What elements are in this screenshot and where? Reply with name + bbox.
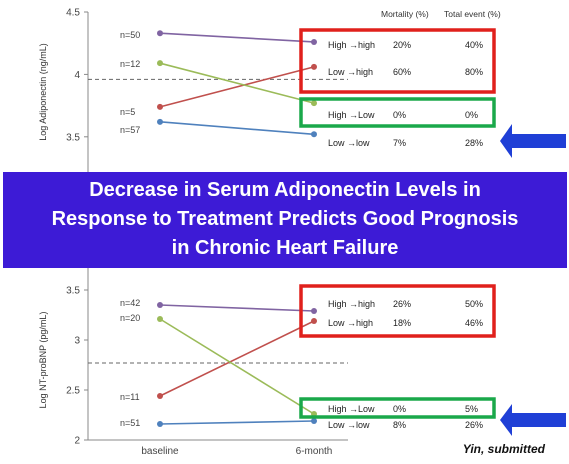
total-event-value: 80% [465,67,483,77]
n-label: n=51 [120,418,140,428]
data-point-baseline [157,118,163,125]
banner-line-3: in Chronic Heart Failure [171,237,399,259]
bottom-green-box [299,397,496,419]
n-label: n=42 [120,298,140,308]
x-tick-baseline: baseline [141,446,179,457]
bottom-red-box [299,284,496,338]
group-label: High →Low [328,110,375,120]
total-event-header: Total event (%) [444,9,501,19]
x-tick-6-month: 6-month [296,446,333,457]
top-y-ticks: 4.5 4 3.5 [66,8,88,143]
n-label: n=5 [120,107,135,117]
bottom-chart: Log NT-proBNP (pg/mL) 3.532.52 n=42n=20n… [38,268,566,457]
total-event-value: 26% [465,420,483,430]
group-label: High →high [328,40,375,50]
data-point-6-month [311,308,317,314]
data-point-baseline [157,393,163,399]
group-label: Low →high [328,67,373,77]
n-label: n=57 [120,125,140,135]
total-event-value: 28% [465,138,483,148]
data-point-6-month [311,100,317,107]
y-tick-label: 3 [74,336,80,347]
series-line [159,318,315,415]
y-tick-label: 2.5 [66,386,80,397]
data-point-6-month [311,318,317,324]
group-label: Low →low [328,420,370,430]
series-line [159,66,315,108]
total-event-value: 46% [465,318,483,328]
top-arrow-icon [500,124,566,158]
bottom-y-axis-label: Log NT-proBNP (pg/mL) [38,312,48,409]
data-point-6-month [311,131,317,138]
n-label: n=12 [120,59,140,69]
data-point-baseline [157,316,163,322]
top-chart: Log Adiponectin (ng/mL) 4.5 4 3.5 n=50 n=12… [38,8,566,172]
total-event-value: 50% [465,299,483,309]
banner-line-2: Response to Treatment Predicts Good Prog… [51,208,519,230]
n-label: n=11 [120,392,140,402]
title-banner: Decrease in Serum Adiponectin Levels in … [3,172,567,268]
bottom-n-labels: n=42 n=20 n=11 n=51 [120,298,140,428]
mortality-header: Mortality (%) [381,9,429,19]
mortality-value: 20% [393,40,411,50]
credit-text: Yin, submitted [462,442,545,456]
series-line [159,62,315,104]
top-series-lines [157,30,317,138]
mortality-value: 7% [393,138,406,148]
total-event-value: 40% [465,40,483,50]
data-point-6-month [311,63,317,70]
total-event-value: 5% [465,404,478,414]
n-label: n=50 [120,30,140,40]
y-tick-label: 3.5 [66,286,80,297]
mortality-value: 0% [393,404,406,414]
mortality-value: 18% [393,318,411,328]
series-line [159,121,315,136]
series-line [159,32,315,43]
group-label: High →Low [328,404,375,414]
bottom-y-ticks: 3.5 3 2.5 2 [66,286,88,447]
mortality-value: 60% [393,67,411,77]
group-label: Low →high [328,318,373,328]
data-point-6-month [311,38,317,45]
top-outcome-table: High →high 20% 40% Low →high 60% 80% High →Low… [328,40,483,148]
data-point-baseline [157,103,163,110]
y-tick-label: 4.5 [66,8,80,19]
banner-line-1: Decrease in Serum Adiponectin Levels in [89,179,481,201]
series-line [159,320,315,397]
y-tick-label: 2 [74,436,80,447]
data-point-baseline [157,302,163,308]
top-n-labels: n=50 n=12 n=5 n=57 [120,30,140,135]
series-line [159,420,315,425]
mortality-value: 8% [393,420,406,430]
data-point-6-month [311,418,317,424]
data-point-baseline [157,421,163,427]
top-red-box [299,28,496,94]
data-point-baseline [157,30,163,37]
n-label: n=20 [120,313,140,323]
total-event-value: 0% [465,110,478,120]
bottom-series-lines [157,302,317,427]
bottom-arrow-icon [500,404,566,436]
y-tick-label: 4 [74,70,80,81]
mortality-value: 26% [393,299,411,309]
group-label: High →high [328,299,375,309]
top-y-axis-label: Log Adiponectin (ng/mL) [38,43,48,141]
group-label: Low →low [328,138,370,148]
data-point-baseline [157,60,163,67]
mortality-value: 0% [393,110,406,120]
series-line [159,304,315,312]
y-tick-label: 3.5 [66,132,80,143]
bottom-outcome-table: High →high 26% 50% Low →high 18% 46% High →Low… [328,299,483,430]
top-green-box [299,97,496,128]
